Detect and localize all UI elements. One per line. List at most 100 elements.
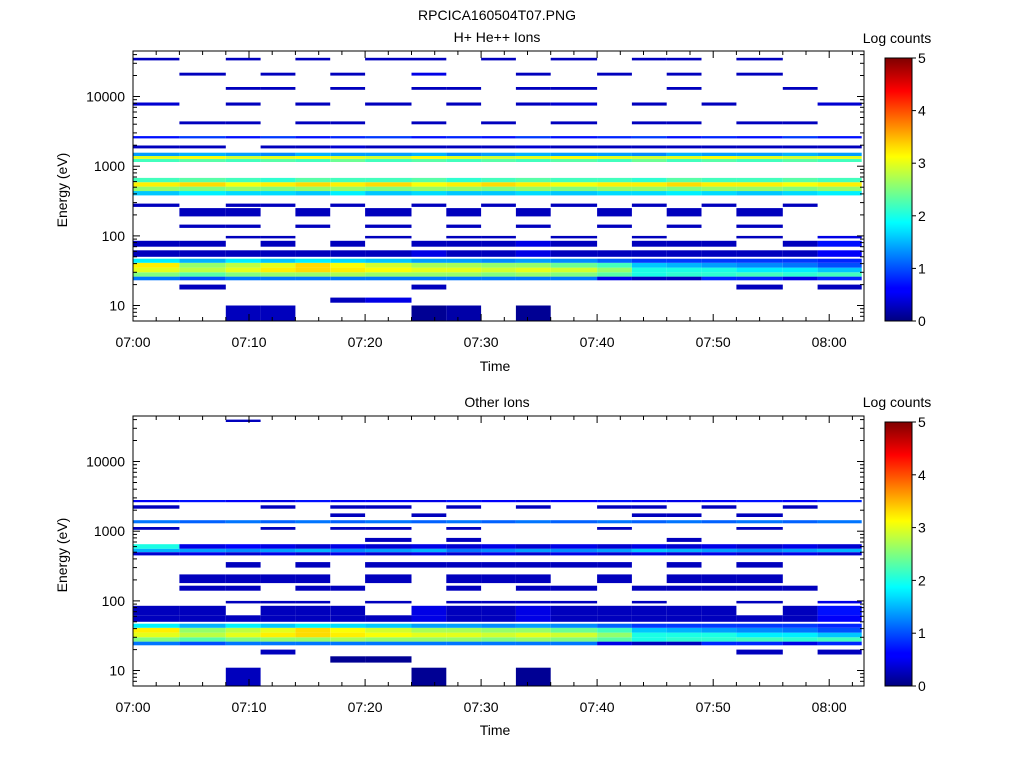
heatmap-cell [481, 159, 516, 162]
heatmap-cell [411, 272, 447, 277]
heatmap-cell [225, 552, 261, 556]
heatmap-cell [666, 191, 702, 196]
heatmap-cell [446, 527, 482, 530]
heatmap-cell [365, 182, 412, 187]
heatmap-cell [515, 224, 551, 228]
heatmap-cell [550, 203, 598, 207]
heatmap-cell [736, 121, 783, 125]
x-tick-label: 07:10 [231, 699, 266, 715]
heatmap-cell [260, 527, 296, 530]
heatmap-cell [515, 87, 551, 90]
sparse-row [225, 667, 551, 686]
heatmap-cell [782, 156, 818, 159]
heatmap-cell [446, 186, 482, 192]
heatmap-cell [225, 267, 261, 273]
heatmap-cell [631, 513, 667, 517]
heatmap-cell [225, 637, 261, 642]
colorbar-ticks: 0 1 2 3 4 5 [912, 50, 926, 329]
heatmap-cell [701, 191, 737, 196]
heatmap-cell [260, 641, 296, 646]
heatmap-cell [631, 632, 667, 638]
heatmap-cell [295, 585, 331, 591]
heatmap-cell [446, 623, 482, 628]
heatmap-cell [411, 552, 447, 556]
heatmap-cell [133, 605, 180, 616]
heatmap-cell [736, 276, 783, 281]
x-tick-label: 07:30 [464, 334, 499, 350]
heatmap-cell [481, 600, 516, 604]
x-tick-label: 07:00 [115, 699, 150, 715]
heatmap-cell [411, 667, 447, 686]
heatmap-cell [550, 102, 598, 106]
heatmap-cell [260, 159, 296, 162]
heatmap-cell [179, 520, 226, 524]
heatmap-cell [736, 562, 783, 568]
heatmap-cell [631, 505, 667, 509]
heatmap-cell [817, 605, 862, 616]
heatmap-cell [481, 632, 516, 638]
heatmap-cell [701, 574, 737, 584]
sparse-row [179, 284, 862, 290]
heatmap-cell [515, 667, 551, 686]
heatmap-cell [701, 641, 737, 646]
heatmap-cell [481, 191, 516, 196]
sparse-row [133, 615, 862, 622]
heatmap-cell [133, 527, 180, 530]
heatmap-cell [446, 250, 482, 257]
y-tick-label: 1000 [94, 523, 125, 539]
heatmap-cell [631, 121, 667, 125]
heatmap-cell [481, 136, 516, 139]
heatmap-cell [295, 186, 331, 192]
sparse-row [225, 562, 783, 568]
heatmap-cell [550, 632, 598, 638]
sparse-row [330, 297, 412, 303]
heatmap-cell [365, 177, 412, 183]
heatmap-cell [550, 258, 598, 263]
heatmap-cell [446, 182, 482, 187]
heatmap-cell [446, 627, 482, 633]
heatmap-cell [515, 627, 551, 633]
heatmap-cell [817, 544, 862, 549]
heatmap-cell [365, 250, 412, 257]
sparse-row [330, 513, 783, 517]
heatmap-cell [446, 240, 482, 247]
heatmap-cell [365, 600, 412, 604]
heatmap-cell [411, 250, 447, 257]
heatmap-cell [736, 585, 783, 591]
heatmap-cell [365, 224, 412, 228]
y-axis: 10 100 1000 10000 [86, 419, 864, 687]
heatmap-cell [481, 637, 516, 642]
heatmap-cell [817, 152, 862, 156]
heatmap-cell [817, 548, 862, 553]
heatmap-cell [411, 136, 447, 139]
heatmap-cell [481, 267, 516, 273]
heatmap-cell [446, 605, 482, 616]
heatmap-cell [701, 585, 737, 591]
heatmap-cell [817, 191, 862, 196]
energy-band [133, 182, 862, 187]
heatmap-cell [666, 627, 702, 633]
heatmap-cell [411, 191, 447, 196]
colorbar-tick-label: 2 [918, 572, 926, 588]
heatmap-cell [701, 203, 737, 207]
heatmap-cell [782, 615, 818, 622]
heatmap-cell [515, 632, 551, 638]
heatmap-cell [179, 121, 226, 125]
heatmap-cell [295, 102, 331, 106]
heatmap-cell [446, 600, 482, 604]
heatmap-cell [736, 177, 783, 183]
colorbar-tick-label: 2 [918, 208, 926, 224]
heatmap-cell [179, 552, 226, 556]
heatmap-cell [179, 72, 226, 76]
heatmap-cell [782, 159, 818, 162]
heatmap-cell [666, 250, 702, 257]
sparse-row [260, 649, 862, 655]
heatmap-cell [550, 145, 598, 149]
heatmap-cell [481, 177, 516, 183]
heatmap-cell [515, 272, 551, 277]
energy-band [133, 136, 862, 139]
heatmap-cell [782, 121, 818, 125]
heatmap-cell [631, 641, 667, 646]
heatmap-cell [481, 544, 516, 549]
